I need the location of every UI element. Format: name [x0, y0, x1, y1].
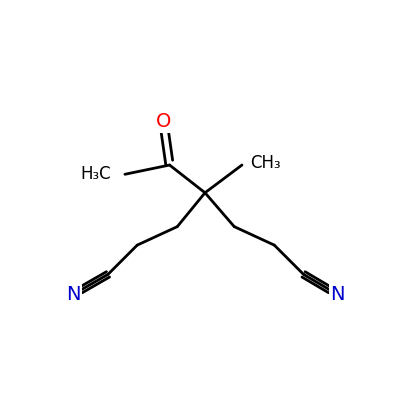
Text: O: O — [156, 112, 171, 132]
Text: N: N — [330, 285, 345, 304]
Text: N: N — [66, 285, 80, 304]
Text: H₃C: H₃C — [80, 165, 111, 183]
Text: CH₃: CH₃ — [250, 154, 280, 172]
